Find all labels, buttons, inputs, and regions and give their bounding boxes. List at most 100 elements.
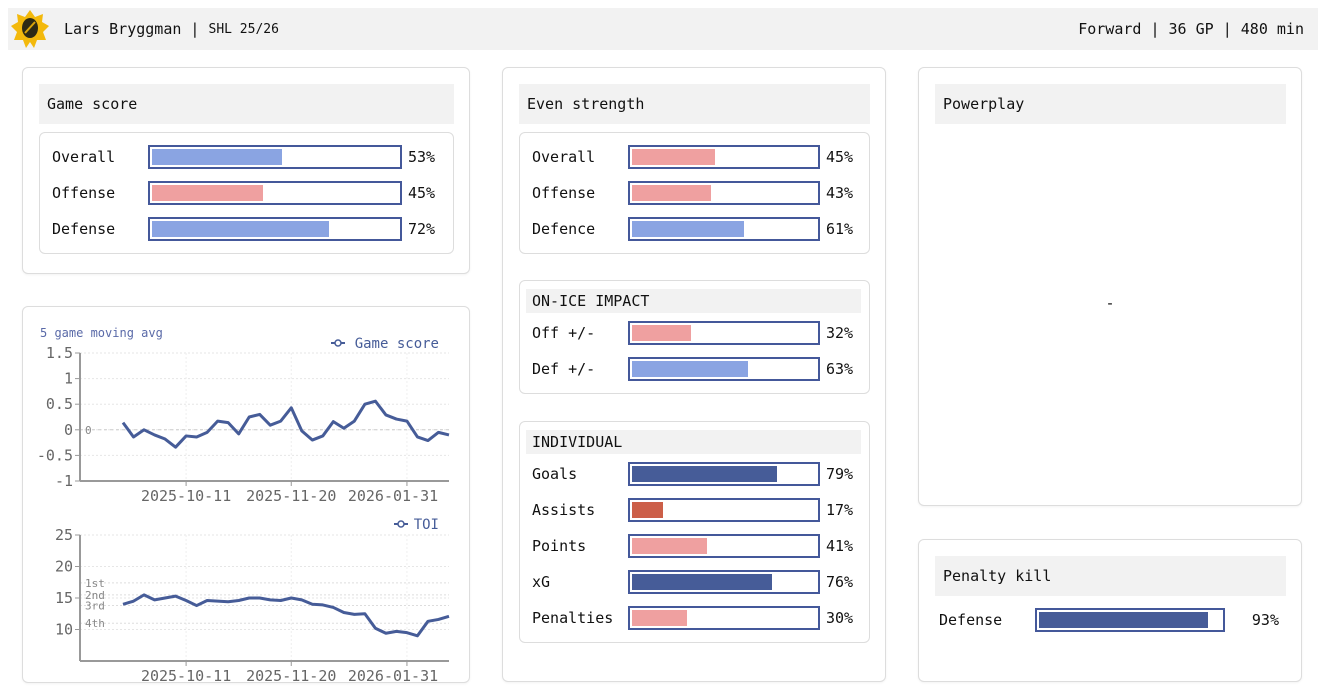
metric-row-goals: Goals 79% [532, 462, 853, 486]
metric-row-defense: Defense 93% [939, 608, 1279, 632]
metric-row-overall: Overall 45% [532, 145, 853, 169]
x-tick-label: 2025-10-11 [141, 667, 231, 684]
metric-label: Defense [52, 220, 116, 238]
header-separator: | [181, 20, 209, 38]
legend-label: TOI [414, 517, 439, 533]
legend-label: Game score [355, 336, 439, 352]
metric-bar [628, 217, 820, 241]
zero-reference-label: 0 [85, 424, 92, 437]
y-tick-label: -1 [55, 472, 73, 490]
x-tick-label: 2026-01-31 [348, 487, 438, 505]
powerplay-empty-value: - [1105, 294, 1115, 312]
metric-label: Overall [52, 148, 116, 166]
metric-bar [628, 462, 820, 486]
metric-bar-fill [1039, 612, 1209, 628]
header-bar: Lars Bryggman | SHL 25/26 Forward | 36 G… [8, 8, 1318, 50]
metric-value: 17% [826, 501, 854, 519]
x-tick-label: 2025-11-20 [246, 667, 336, 684]
penalty-kill-list: Defense 93% [927, 608, 1297, 632]
metric-label: Overall [532, 148, 596, 166]
metric-bar [148, 181, 402, 205]
line-rank-label: 3rd [85, 600, 105, 613]
metric-row-defence: Defence 61% [532, 217, 853, 241]
season-label: SHL 25/26 [208, 21, 279, 37]
metric-bar-fill [632, 574, 772, 590]
metric-value: 45% [826, 148, 854, 166]
trend-chart-card: 5 game moving avg 1.5 1 0.5 0 -0.5 -1 2025-10-1… [22, 306, 470, 685]
metric-bar [1035, 608, 1225, 632]
player-name: Lars Bryggman [64, 20, 182, 38]
metric-row-penalties: Penalties 30% [532, 606, 853, 630]
metric-row-defense: Defense 72% [52, 217, 435, 241]
metric-bar-fill [152, 149, 283, 165]
player-summary: Forward | 36 GP | 480 min [1078, 20, 1304, 38]
y-tick-label: -0.5 [37, 446, 73, 464]
metric-bar-fill [632, 466, 778, 482]
even-strength-card: Even strength Overall 45% Offense 43% Defe… [502, 67, 886, 682]
metric-label: Defense [939, 611, 1003, 629]
legend-circle-icon [334, 339, 342, 347]
metric-bar [628, 606, 820, 630]
game-score-list: Overall 53% Offense 45% Defense 72% [39, 132, 454, 254]
line-rank-label: 4th [85, 617, 105, 630]
metric-bar-fill [632, 610, 688, 626]
metric-label: Off +/- [532, 324, 596, 342]
metric-value: 30% [826, 609, 854, 627]
metric-row-xg: xG 76% [532, 570, 853, 594]
metric-row-offense: Offense 43% [532, 181, 853, 205]
x-tick-label: 2026-01-31 [348, 667, 438, 684]
metric-value: 79% [826, 465, 854, 483]
metric-value: 61% [826, 220, 854, 238]
y-tick-label: 15 [55, 589, 73, 607]
metric-value: 63% [826, 360, 854, 378]
line-rank-label: 1st [85, 577, 105, 590]
metric-bar-fill [152, 185, 263, 201]
metric-value: 72% [408, 220, 436, 238]
even-strength-list: Overall 45% Offense 43% Defence 61% [519, 132, 870, 254]
metric-label: Offense [52, 184, 116, 202]
metric-bar [628, 357, 820, 381]
card-title: Even strength [519, 84, 870, 124]
individual-section: INDIVIDUAL Goals 79% Assists 17% Points 41… [519, 421, 870, 643]
metric-bar [628, 145, 820, 169]
section-title: ON-ICE IMPACT [526, 289, 861, 313]
penalty-kill-card: Penalty kill Defense 93% [918, 539, 1302, 682]
powerplay-card: Powerplay - [918, 67, 1302, 506]
metric-label: Points [532, 537, 587, 555]
y-tick-label: 20 [55, 558, 73, 576]
metric-row-overall: Overall 53% [52, 145, 435, 169]
metric-bar-fill [632, 149, 715, 165]
metric-label: Def +/- [532, 360, 596, 378]
x-tick-label: 2025-10-11 [141, 487, 231, 505]
metric-bar-fill [152, 221, 330, 237]
metric-value: 45% [408, 184, 436, 202]
series-line-game-score [121, 399, 450, 449]
trend-charts: 5 game moving avg 1.5 1 0.5 0 -0.5 -1 2025-10-1… [37, 326, 450, 685]
metric-bar [628, 321, 820, 345]
y-tick-label: 1.5 [46, 344, 73, 362]
card-title: Game score [39, 84, 454, 124]
series-line-toi [122, 593, 450, 638]
metric-row-off-: Off +/- 32% [532, 321, 853, 345]
metric-row-points: Points 41% [532, 534, 853, 558]
card-title: Penalty kill [935, 556, 1286, 596]
team-logo [11, 10, 49, 48]
metric-bar-fill [632, 361, 748, 377]
metric-bar [148, 217, 402, 241]
metric-label: Assists [532, 501, 596, 519]
metric-bar-fill [632, 538, 708, 554]
metric-label: xG [532, 573, 551, 591]
metric-value: 53% [408, 148, 436, 166]
metric-bar [628, 570, 820, 594]
metric-value: 32% [826, 324, 854, 342]
metric-value: 93% [1251, 611, 1279, 629]
metric-value: 43% [826, 184, 854, 202]
metric-row-offense: Offense 45% [52, 181, 435, 205]
metric-value: 41% [826, 537, 854, 555]
section-title: INDIVIDUAL [526, 430, 861, 454]
on-ice-impact-section: ON-ICE IMPACT Off +/- 32% Def +/- 63% [519, 280, 870, 394]
y-tick-label: 10 [55, 621, 73, 639]
game-score-card: Game score Overall 53% Offense 45% Defense… [22, 67, 470, 274]
metric-bar-fill [632, 325, 691, 341]
metric-row-assists: Assists 17% [532, 498, 853, 522]
